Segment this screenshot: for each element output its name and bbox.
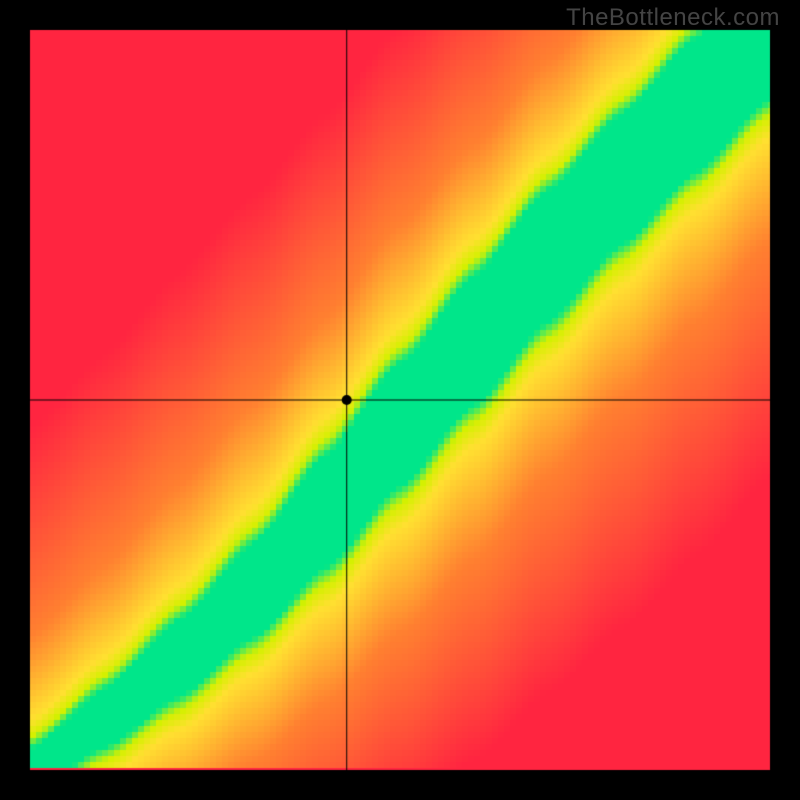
heatmap-canvas (0, 0, 800, 800)
watermark-text: TheBottleneck.com (566, 4, 780, 32)
bottleneck-heatmap-chart: TheBottleneck.com (0, 0, 800, 800)
